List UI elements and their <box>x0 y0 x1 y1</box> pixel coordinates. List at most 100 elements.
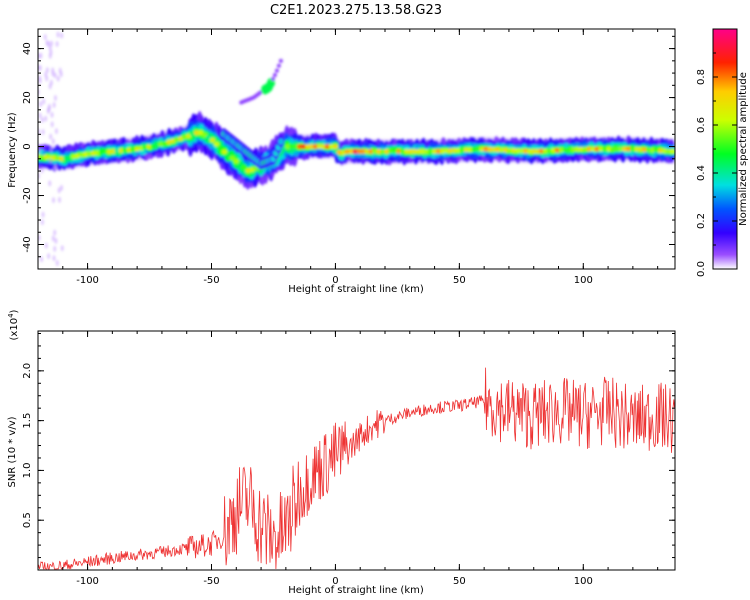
heatmap-edge-noise <box>40 116 44 123</box>
snr-multiplier-exponent: 4 <box>7 313 15 318</box>
heatmap-core <box>562 147 569 153</box>
heatmap-layer <box>38 31 675 267</box>
heatmap-core <box>304 144 311 149</box>
heatmap-core <box>324 144 331 149</box>
heatmap-core <box>641 147 648 153</box>
heatmap-edge-noise <box>39 101 43 108</box>
heatmap-core <box>574 146 581 152</box>
snr-series-line <box>38 367 675 570</box>
heatmap-edge-noise <box>51 67 55 74</box>
colorbar-tick-label: 0.8 <box>696 69 707 85</box>
heatmap-upper <box>270 76 275 81</box>
spectrogram-ytick-label: 20 <box>22 91 33 104</box>
heatmap-core <box>396 149 402 154</box>
heatmap-core <box>217 145 224 151</box>
snr-frame <box>37 330 676 571</box>
heatmap-upper <box>272 73 277 78</box>
heatmap-core <box>622 146 628 152</box>
heatmap-core <box>423 149 430 154</box>
heatmap-core <box>637 147 644 152</box>
heatmap-core <box>241 165 248 170</box>
heatmap-cells <box>38 31 675 267</box>
heatmap-core <box>233 158 240 164</box>
heatmap-edge-noise <box>47 253 51 260</box>
snr-xtick-label: -100 <box>76 576 99 587</box>
heatmap-core <box>328 144 335 149</box>
heatmap-core <box>665 148 672 154</box>
heatmap-core <box>435 148 442 154</box>
snr-xtick-label: 0 <box>332 576 338 587</box>
colorbar: 0.0 0.2 0.4 0.6 0.8 Normalized spectral ampl… <box>696 28 749 277</box>
heatmap-core <box>491 147 497 152</box>
heatmap-core <box>515 148 521 154</box>
heatmap-edge-noise <box>38 234 41 241</box>
heatmap-edge-noise <box>48 52 52 59</box>
heatmap-core <box>451 148 458 153</box>
heatmap-core <box>570 147 577 152</box>
snr-multiplier: (x104) <box>7 309 20 340</box>
heatmap-core <box>364 149 370 154</box>
spectrogram-ytick-label: -20 <box>22 187 33 203</box>
spectrogram-ytick-label: -40 <box>22 236 33 252</box>
heatmap-core <box>427 149 434 154</box>
heatmap-core <box>380 149 386 154</box>
heatmap-core <box>586 146 593 152</box>
heatmap-core <box>645 147 652 153</box>
heatmap-core <box>610 146 616 152</box>
heatmap-core <box>312 144 319 149</box>
heatmap-core <box>578 146 585 152</box>
colorbar-tick-label: 0.2 <box>696 213 707 229</box>
heatmap-edge-noise <box>43 34 47 41</box>
heatmap-core <box>229 155 236 161</box>
heatmap-core <box>193 130 200 136</box>
heatmap-core <box>479 146 485 152</box>
heatmap-core <box>467 147 474 153</box>
heatmap-edge-noise <box>56 75 60 82</box>
heatmap-edge-noise <box>41 128 45 135</box>
heatmap-core <box>213 141 220 147</box>
heatmap-edge-noise <box>51 235 55 242</box>
heatmap-core <box>356 149 363 154</box>
spectrogram-xtick-label: 0 <box>332 275 338 286</box>
heatmap-core <box>542 148 549 154</box>
snr-ytick-label: 2.0 <box>22 363 33 379</box>
heatmap-core <box>634 146 640 152</box>
heatmap-core <box>388 149 394 154</box>
heatmap-core <box>626 146 632 152</box>
heatmap-edge-noise <box>41 211 45 218</box>
heatmap-edge-noise <box>38 112 42 119</box>
heatmap-edge-noise <box>49 158 53 165</box>
heatmap-core <box>507 147 513 153</box>
heatmap-core <box>475 146 481 152</box>
heatmap-edge-noise <box>49 133 53 140</box>
heatmap-edge-noise <box>47 41 51 48</box>
heatmap-core <box>237 161 244 167</box>
heatmap-core <box>653 147 660 153</box>
heatmap-core <box>483 146 489 152</box>
heatmap-core <box>471 147 478 152</box>
heatmap-edge-noise <box>54 237 58 244</box>
heatmap-core <box>431 149 438 154</box>
heatmap-core <box>320 144 327 149</box>
heatmap-core <box>344 149 351 155</box>
spectrogram-panel: -100 -50 0 50 100 -40 -20 0 20 40 Height of strai… <box>7 28 676 295</box>
heatmap-edge-noise <box>53 229 57 236</box>
snr-ytick-label: 1.5 <box>22 413 33 429</box>
heatmap-edge-noise <box>54 128 58 135</box>
heatmap-core <box>376 149 382 154</box>
spectrogram-ylabel: Frequency (Hz) <box>7 112 18 188</box>
heatmap-edge-noise <box>50 111 54 118</box>
snr-ytick-label: 1.0 <box>22 462 33 478</box>
heatmap-edge-noise <box>38 128 41 135</box>
heatmap-edge-noise <box>53 245 57 252</box>
heatmap-edge-noise <box>53 72 57 79</box>
snr-xlabel: Height of straight line (km) <box>288 585 424 596</box>
heatmap-core <box>503 147 509 153</box>
heatmap-edge-noise <box>51 138 55 145</box>
heatmap-core <box>443 148 450 154</box>
heatmap-edge-noise <box>47 103 51 110</box>
heatmap-core <box>499 147 505 153</box>
heatmap-core <box>372 149 378 154</box>
colorbar-tick-label: 0.0 <box>696 261 707 277</box>
